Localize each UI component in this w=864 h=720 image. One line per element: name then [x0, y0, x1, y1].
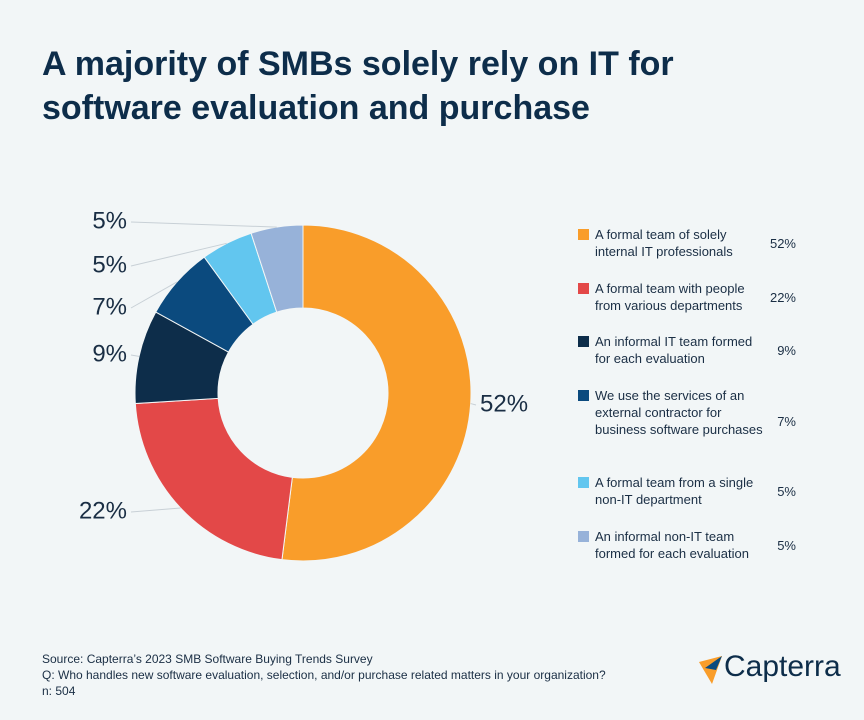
- data-label: 22%: [79, 497, 127, 524]
- legend-value: 9%: [777, 342, 796, 358]
- leader-line: [130, 242, 227, 267]
- legend-value: 5%: [777, 537, 796, 553]
- data-label: 52%: [480, 390, 528, 417]
- legend-label: A formal team with people from various d…: [595, 281, 745, 313]
- legend-value: 52%: [769, 235, 796, 251]
- legend-value: 22%: [769, 289, 796, 305]
- legend-swatch: [578, 283, 589, 294]
- legend-swatch: [578, 390, 589, 401]
- leader-line: [130, 281, 178, 309]
- legend-label: An informal non-IT team formed for each …: [595, 529, 749, 561]
- leader-line: [130, 221, 277, 228]
- leader-line: [130, 354, 140, 357]
- pie-slice: [250, 224, 304, 313]
- leader-line: [130, 507, 181, 513]
- data-label: 7%: [92, 293, 127, 320]
- pie-slice: [134, 397, 293, 561]
- legend-swatch: [578, 229, 589, 240]
- legend-label: A formal team of solely internal IT prof…: [595, 227, 733, 259]
- pie-slice: [281, 224, 472, 562]
- legend-swatch: [578, 477, 589, 488]
- logo-icon: [705, 656, 722, 670]
- legend-value: 7%: [777, 413, 796, 429]
- data-label: 5%: [92, 207, 127, 234]
- question: Q: Who handles new software evaluation, …: [42, 668, 606, 682]
- legend-value: 5%: [777, 483, 796, 499]
- sample-size: n: 504: [42, 684, 76, 698]
- legend-label: An informal IT team formed for each eval…: [595, 334, 753, 366]
- legend-swatch: [578, 336, 589, 347]
- legend-label: A formal team from a single non-IT depar…: [595, 475, 754, 507]
- logo: Capterra: [724, 650, 841, 683]
- legend-label: We use the services of an external contr…: [595, 388, 763, 437]
- data-label: 9%: [92, 340, 127, 367]
- source: Source: Capterra’s 2023 SMB Software Buy…: [42, 652, 373, 666]
- legend-swatch: [578, 531, 589, 542]
- data-label: 5%: [92, 251, 127, 278]
- leader-line: [470, 403, 477, 406]
- chart-title: A majority of SMBs solely rely on IT for…: [42, 45, 674, 127]
